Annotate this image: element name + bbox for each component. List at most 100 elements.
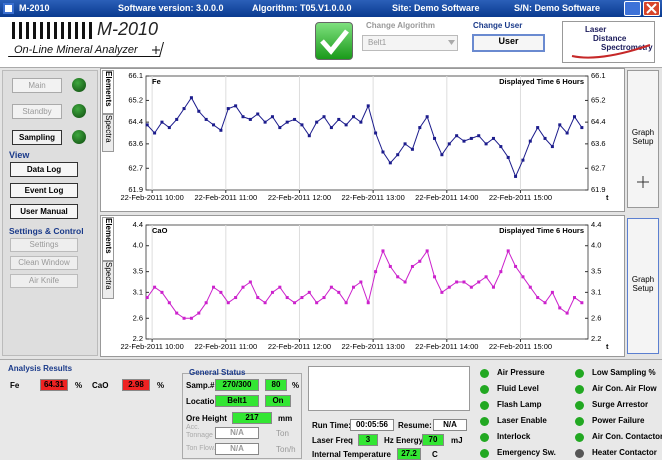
y-tick-label: 65.2 xyxy=(128,95,143,104)
data-point xyxy=(160,120,164,124)
data-point xyxy=(248,280,252,284)
mode-button[interactable]: Standby xyxy=(12,104,62,119)
mode-button[interactable]: Main xyxy=(12,78,62,93)
field-label: Ore Height xyxy=(186,414,227,423)
app-icon xyxy=(3,3,14,14)
data-point xyxy=(477,280,481,284)
data-point xyxy=(256,112,260,116)
mode-button[interactable]: Sampling xyxy=(12,130,62,145)
confirm-button[interactable] xyxy=(315,22,353,60)
help-button[interactable] xyxy=(624,1,641,16)
y-tick-label: 2.6 xyxy=(133,313,143,322)
data-point xyxy=(418,126,422,130)
algorithm-select[interactable] xyxy=(362,35,458,51)
status-label: Low Sampling % xyxy=(592,368,656,377)
y-tick-label: 66.1 xyxy=(128,71,143,80)
settings-button[interactable]: Air Knife xyxy=(10,274,78,288)
chart-tab[interactable]: Elements xyxy=(102,217,114,261)
graph-setup-button[interactable] xyxy=(627,218,659,354)
chart-tab[interactable]: Spectra xyxy=(102,114,114,152)
data-point xyxy=(234,104,238,108)
plot-frame xyxy=(145,75,589,191)
data-point xyxy=(322,115,326,119)
user-button[interactable]: User xyxy=(498,36,519,46)
data-point xyxy=(418,259,422,263)
data-point xyxy=(506,249,510,253)
data-point xyxy=(550,290,554,294)
data-point xyxy=(263,301,267,305)
status-label: Power Failure xyxy=(592,416,645,425)
status-light xyxy=(575,401,584,410)
status-label: Flash Lamp xyxy=(497,400,542,409)
status-title: General Status xyxy=(189,368,246,377)
data-point xyxy=(300,296,304,300)
y2-tick-label: 62.7 xyxy=(591,163,606,172)
element-unit: % xyxy=(157,381,165,390)
data-point xyxy=(167,126,171,130)
data-point xyxy=(484,275,488,279)
graph-setup-label[interactable]: Graph Setup xyxy=(631,128,655,146)
data-point xyxy=(241,115,245,119)
data-point xyxy=(351,115,355,119)
site: Site: Demo Software xyxy=(392,3,480,13)
data-point xyxy=(219,128,223,132)
data-point xyxy=(329,126,333,130)
data-point xyxy=(219,290,223,294)
graph-setup-label[interactable]: Graph Setup xyxy=(631,275,655,293)
x-tick-label: 22-Feb-2011 11:00 xyxy=(194,193,257,202)
settings-button[interactable]: Settings xyxy=(10,238,78,252)
status-light xyxy=(72,104,86,118)
status-label: Air Pressure xyxy=(497,368,545,377)
data-point xyxy=(403,142,407,146)
data-point xyxy=(374,270,378,274)
data-point xyxy=(197,311,201,315)
status-light xyxy=(480,433,489,442)
data-point xyxy=(307,290,311,294)
view-button[interactable]: Data Log xyxy=(10,162,78,177)
y2-tick-label: 3.5 xyxy=(591,267,601,276)
data-point xyxy=(388,264,392,268)
data-point xyxy=(440,290,444,294)
data-point xyxy=(433,136,437,140)
data-point xyxy=(506,155,510,159)
data-point xyxy=(329,285,333,289)
x-tick-label: 22-Feb-2011 12:00 xyxy=(268,193,331,202)
data-point xyxy=(447,285,451,289)
data-point xyxy=(580,301,584,305)
field-label: Internal Temperature xyxy=(312,450,391,459)
data-point xyxy=(175,117,179,121)
status-light xyxy=(480,417,489,426)
data-point xyxy=(455,134,459,138)
data-point xyxy=(285,296,289,300)
data-point xyxy=(440,153,444,157)
x-axis-label: t xyxy=(606,193,609,202)
status-light xyxy=(480,401,489,410)
change-user-label: Change User xyxy=(473,21,523,30)
field-unit: Ton/h xyxy=(276,445,296,454)
x-tick-label: 22-Feb-2011 14:00 xyxy=(415,193,478,202)
field-label: Acc. Tonnage xyxy=(186,424,213,439)
data-point xyxy=(322,296,326,300)
data-point xyxy=(145,123,149,127)
change-algorithm-label: Change Algorithm xyxy=(366,21,436,30)
message-box[interactable] xyxy=(308,366,470,411)
field-value: 270/300 xyxy=(215,379,259,391)
plot-frame xyxy=(145,224,589,340)
data-point xyxy=(514,174,518,178)
data-point xyxy=(550,145,554,149)
user-button-frame[interactable] xyxy=(472,34,545,52)
settings-button[interactable]: Clean Window xyxy=(10,256,78,270)
data-point xyxy=(204,301,208,305)
data-point xyxy=(351,285,355,289)
x-tick-label: 22-Feb-2011 10:00 xyxy=(121,193,184,202)
view-button[interactable]: User Manual xyxy=(10,204,78,219)
series-line xyxy=(146,249,583,319)
algorithm: Algorithm: T05.V1.0.0.0 xyxy=(252,3,352,13)
chart-tab[interactable]: Spectra xyxy=(102,261,114,299)
data-point xyxy=(366,104,370,108)
chart-tab[interactable]: Elements xyxy=(102,70,114,114)
y-tick-label: 3.1 xyxy=(133,287,143,296)
view-button[interactable]: Event Log xyxy=(10,183,78,198)
status-light xyxy=(480,369,489,378)
data-point xyxy=(212,123,216,127)
